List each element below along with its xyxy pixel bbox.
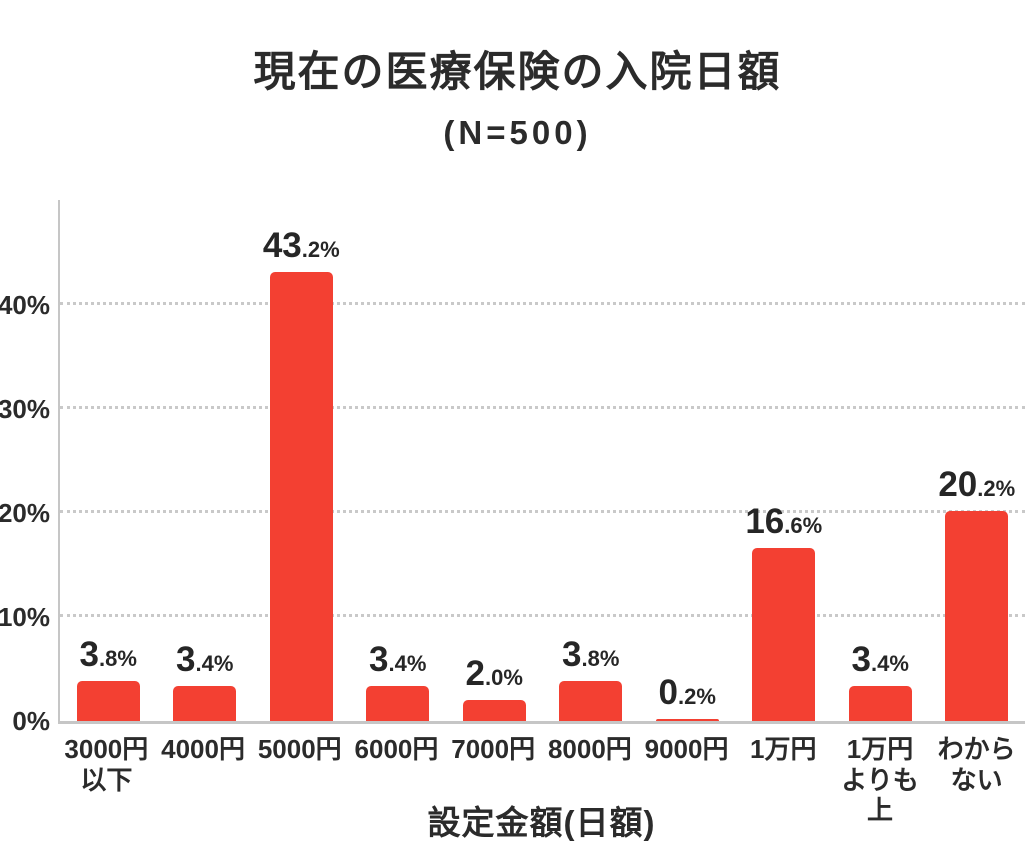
chart-subtitle: (N=500) <box>443 114 592 151</box>
bar-slot: 0.2% <box>639 200 736 721</box>
x-tick-label: 1万円 よりも上 <box>841 734 919 826</box>
x-tick-label: わから ない <box>937 734 1016 795</box>
y-tick-label: 10% <box>0 602 50 632</box>
bar <box>945 510 1009 721</box>
x-tick-label: 1万円 <box>750 734 817 764</box>
bar-slot: 2.0% <box>446 200 543 721</box>
x-tick-label: 6000円 <box>354 734 439 764</box>
bar-slot: 43.2% <box>253 200 350 721</box>
bar <box>752 548 816 721</box>
x-axis-title: 設定金額(日額) <box>427 804 656 841</box>
y-tick-label: 40% <box>0 290 50 320</box>
gridline <box>60 510 1025 513</box>
bar <box>848 685 912 721</box>
plot-area: 0% 10% 20% 30% 40% 3.8% 3.4% 43.2% 3.4% 2.0% 3.8%… <box>0 200 1025 734</box>
bar-slot: 3.4% <box>350 200 447 721</box>
bar <box>366 685 430 721</box>
bar-value-label: 16.6% <box>745 502 823 542</box>
x-tick-label: 4000円 <box>161 734 245 764</box>
x-axis-ticks: 3000円 以下 4000円 5000円 6000円 7000円 8000円 9000円 1万円… <box>58 734 1025 826</box>
y-tick-label: 0% <box>12 706 50 736</box>
y-tick-label: 30% <box>0 394 50 424</box>
x-tick-label: 9000円 <box>644 734 729 764</box>
y-tick-label: 20% <box>0 498 50 528</box>
bar <box>462 700 526 721</box>
bar-value-label: 2.0% <box>465 654 523 694</box>
gridline <box>60 302 1025 305</box>
bar-value-label: 43.2% <box>262 225 340 265</box>
bar-slot: 16.6% <box>736 200 833 721</box>
bar-value-label: 3.4% <box>851 639 909 679</box>
bar-value-label: 0.2% <box>658 672 716 712</box>
x-tick-label: 7000円 <box>451 734 536 764</box>
bar-slot: 3.4% <box>832 200 929 721</box>
bar-slot: 20.2% <box>929 200 1026 721</box>
bar-slot: 3.4% <box>157 200 254 721</box>
bar <box>655 718 719 721</box>
gridline <box>60 406 1025 409</box>
bar <box>76 681 140 721</box>
x-tick-label: 5000円 <box>257 734 342 764</box>
bar-value-label: 3.4% <box>369 639 427 679</box>
bar-slot: 3.8% <box>543 200 640 721</box>
x-tick-label: 3000円 以下 <box>64 734 149 795</box>
bar-value-label: 20.2% <box>938 464 1016 504</box>
bar <box>269 271 333 721</box>
bar-slot: 3.8% <box>60 200 157 721</box>
gridline <box>60 614 1025 617</box>
bar <box>173 685 237 721</box>
bar-value-label: 3.8% <box>562 635 620 675</box>
bar-value-label: 3.4% <box>176 639 234 679</box>
chart-title: 現在の医療保険の入院日額 <box>253 48 782 95</box>
x-tick-label: 8000円 <box>547 734 632 764</box>
bar-value-label: 3.8% <box>79 635 137 675</box>
bar <box>559 681 623 721</box>
bar-series: 3.8% 3.4% 43.2% 3.4% 2.0% 3.8% 0.2% 16.6% 3.4% 20… <box>60 200 1025 721</box>
